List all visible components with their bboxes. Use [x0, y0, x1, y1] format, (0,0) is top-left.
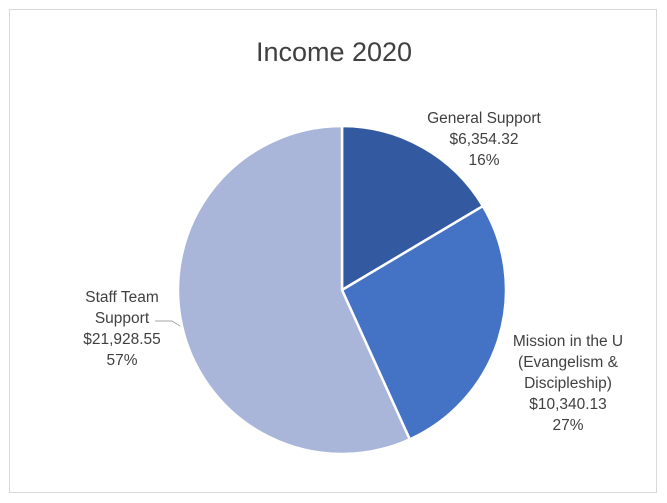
pie-slice	[176, 124, 411, 456]
leader-line	[155, 320, 181, 327]
data-label-line: 27%	[552, 417, 583, 434]
pie-slice	[340, 124, 485, 292]
data-label: General Support $6,354.32 16%	[427, 110, 541, 169]
data-label-line: Support	[95, 310, 150, 327]
leader-lines	[155, 320, 181, 327]
data-label-line: 57%	[106, 352, 137, 369]
data-label-line: (Evangelism &	[518, 354, 619, 371]
data-label-line: Mission in the U	[513, 333, 623, 350]
data-label-line: Staff Team	[85, 289, 159, 306]
pie-slice	[340, 204, 508, 441]
chart-frame: Income 2020 General Support $6,354.32 16% M…	[9, 9, 657, 493]
pie-chart: Income 2020 General Support $6,354.32 16% M…	[83, 37, 623, 456]
data-label: Staff Team Support $21,928.55 57%	[83, 289, 161, 369]
data-label: Mission in the U (Evangelism & Discipleshi…	[513, 333, 623, 434]
data-label-line: General Support	[427, 110, 541, 127]
data-label-line: $10,340.13	[529, 396, 607, 413]
data-label-line: 16%	[468, 152, 499, 169]
data-label-line: $6,354.32	[450, 131, 519, 148]
pie-slices	[176, 124, 508, 456]
data-labels: General Support $6,354.32 16% Mission in th…	[83, 110, 623, 434]
data-label-line: $21,928.55	[83, 331, 161, 348]
chart-title: Income 2020	[256, 37, 412, 67]
data-label-line: Discipleship)	[524, 375, 612, 392]
